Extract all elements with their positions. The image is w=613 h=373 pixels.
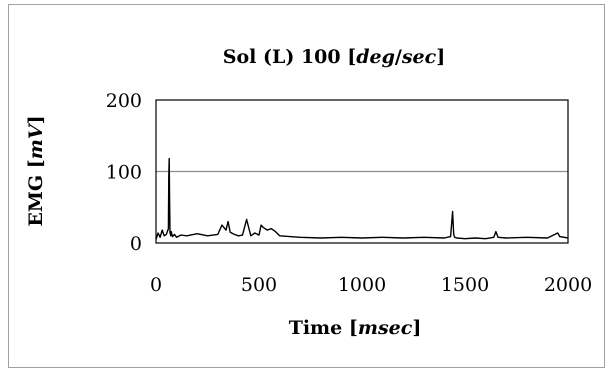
x-tick-label: 0 <box>150 274 162 296</box>
y-tick-labels: 0 100 200 <box>106 90 142 255</box>
chart-frame <box>8 4 605 368</box>
y-tick-label: 0 <box>130 233 142 255</box>
y-tick-label: 200 <box>106 90 142 112</box>
series-line-0 <box>155 157 569 240</box>
y-tick-label: 100 <box>106 162 142 184</box>
x-tick-label: 2000 <box>544 274 592 296</box>
y-axis-label: EMG [mV] <box>25 115 47 226</box>
x-tick-label: 1000 <box>338 274 386 296</box>
x-tick-label: 1500 <box>441 274 489 296</box>
x-tick-labels: 0 500 1000 1500 2000 <box>150 274 592 296</box>
chart-title: Sol (L) 100 [deg/sec] <box>223 46 445 68</box>
x-axis-label: Time [msec] <box>289 317 422 339</box>
x-tick-label: 500 <box>241 274 277 296</box>
series-group <box>155 157 569 240</box>
plot-area-border <box>155 99 569 244</box>
